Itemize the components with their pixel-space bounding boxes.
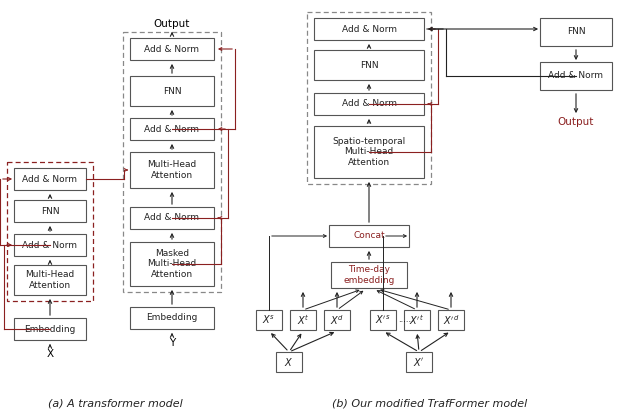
Text: $X'^d$: $X'^d$ <box>443 313 460 327</box>
Text: Embedding: Embedding <box>24 324 76 334</box>
Text: $X$: $X$ <box>284 356 294 368</box>
Text: X: X <box>47 349 54 359</box>
Text: (a) A transformer model: (a) A transformer model <box>47 398 182 408</box>
FancyBboxPatch shape <box>130 118 214 140</box>
Text: Add & Norm: Add & Norm <box>145 214 200 222</box>
FancyBboxPatch shape <box>130 207 214 229</box>
FancyBboxPatch shape <box>370 310 396 330</box>
FancyBboxPatch shape <box>130 76 214 106</box>
Text: $X^s$: $X^s$ <box>262 314 276 326</box>
FancyBboxPatch shape <box>256 310 282 330</box>
Text: Masked
Multi-Head
Attention: Masked Multi-Head Attention <box>147 249 196 279</box>
FancyBboxPatch shape <box>314 18 424 40</box>
Text: Add & Norm: Add & Norm <box>22 240 77 250</box>
FancyBboxPatch shape <box>314 126 424 178</box>
Text: FNN: FNN <box>566 28 586 36</box>
Text: FNN: FNN <box>360 61 378 69</box>
FancyBboxPatch shape <box>438 310 464 330</box>
Text: Multi-Head
Attention: Multi-Head Attention <box>147 160 196 180</box>
FancyBboxPatch shape <box>130 242 214 286</box>
FancyBboxPatch shape <box>329 225 409 247</box>
FancyBboxPatch shape <box>130 152 214 188</box>
Text: Add & Norm: Add & Norm <box>342 25 397 33</box>
Text: Spatio-temporal
Multi-Head
Attention: Spatio-temporal Multi-Head Attention <box>332 137 406 167</box>
FancyBboxPatch shape <box>130 38 214 60</box>
Text: Multi-Head
Attention: Multi-Head Attention <box>26 270 75 290</box>
FancyBboxPatch shape <box>14 265 86 295</box>
FancyBboxPatch shape <box>404 310 430 330</box>
Text: Embedding: Embedding <box>147 314 198 323</box>
Text: Concat: Concat <box>353 232 385 240</box>
FancyBboxPatch shape <box>14 168 86 190</box>
Text: $X^t$: $X^t$ <box>296 313 309 327</box>
Text: $X'^s$: $X'^s$ <box>375 314 391 326</box>
Text: (b) Our modified TrafFormer model: (b) Our modified TrafFormer model <box>332 398 527 408</box>
Text: $X^d$: $X^d$ <box>330 313 344 327</box>
FancyBboxPatch shape <box>324 310 350 330</box>
Text: Add & Norm: Add & Norm <box>145 125 200 133</box>
FancyBboxPatch shape <box>130 307 214 329</box>
Text: Add & Norm: Add & Norm <box>145 44 200 54</box>
Text: FNN: FNN <box>163 87 181 95</box>
FancyBboxPatch shape <box>331 262 407 288</box>
Text: Add & Norm: Add & Norm <box>342 99 397 109</box>
FancyBboxPatch shape <box>14 318 86 340</box>
Text: Add & Norm: Add & Norm <box>548 71 604 81</box>
FancyBboxPatch shape <box>290 310 316 330</box>
FancyBboxPatch shape <box>276 352 302 372</box>
FancyBboxPatch shape <box>314 50 424 80</box>
Text: ......: ...... <box>398 316 413 324</box>
Text: Output: Output <box>154 19 190 29</box>
Text: $X'^t$: $X'^t$ <box>410 313 424 327</box>
Text: Add & Norm: Add & Norm <box>22 174 77 184</box>
FancyBboxPatch shape <box>14 200 86 222</box>
FancyBboxPatch shape <box>314 93 424 115</box>
Text: Y: Y <box>169 338 175 348</box>
Text: Time-day
embedding: Time-day embedding <box>343 265 395 285</box>
FancyBboxPatch shape <box>14 234 86 256</box>
FancyBboxPatch shape <box>406 352 432 372</box>
Text: Output: Output <box>558 117 594 127</box>
Text: $X'$: $X'$ <box>413 356 425 368</box>
Text: FNN: FNN <box>41 206 60 216</box>
FancyBboxPatch shape <box>540 62 612 90</box>
FancyBboxPatch shape <box>540 18 612 46</box>
